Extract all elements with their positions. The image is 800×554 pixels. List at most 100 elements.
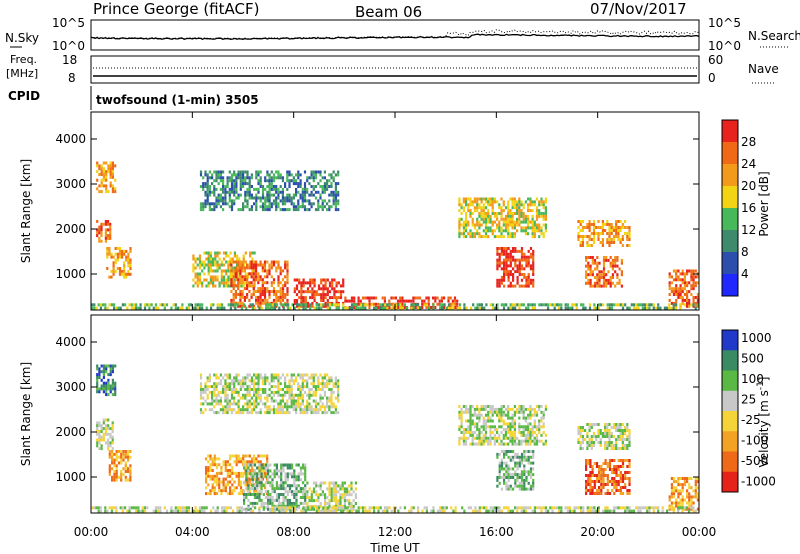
range-gate-cell xyxy=(584,306,587,310)
range-gate-cell xyxy=(348,299,351,303)
range-gate-cell xyxy=(233,382,236,386)
range-gate-cell xyxy=(239,170,242,174)
range-gate-cell xyxy=(264,376,267,380)
range-gate-cell xyxy=(143,306,147,310)
power-scatter-patch xyxy=(96,161,117,194)
range-gate-cell xyxy=(617,226,620,229)
range-gate-cell xyxy=(335,484,338,488)
range-gate-cell xyxy=(148,306,151,310)
range-gate-cell xyxy=(202,187,205,191)
range-gate-cell xyxy=(104,228,107,232)
range-gate-cell xyxy=(259,408,262,412)
range-gate-cell xyxy=(239,382,242,386)
range-gate-cell xyxy=(292,373,295,377)
range-gate-cell xyxy=(498,461,501,465)
range-gate-cell xyxy=(203,260,206,264)
range-gate-cell xyxy=(604,444,607,447)
range-gate-cell xyxy=(339,487,342,491)
range-gate-cell xyxy=(242,411,245,415)
range-gate-cell xyxy=(312,187,315,191)
range-gate-cell xyxy=(487,197,490,201)
range-gate-cell xyxy=(575,306,578,310)
range-gate-cell xyxy=(617,220,620,223)
power-colorbar-label: Power [dB] xyxy=(757,171,771,236)
range-gate-cell xyxy=(209,254,212,258)
range-gate-cell xyxy=(591,468,594,471)
range-gate-cell xyxy=(335,493,338,497)
range-gate-cell xyxy=(248,298,251,302)
range-gate-cell xyxy=(542,425,545,429)
range-gate-cell xyxy=(127,264,130,268)
range-gate-cell xyxy=(350,487,353,491)
range-gate-cell xyxy=(132,306,136,310)
range-gate-cell xyxy=(600,480,603,483)
range-gate-cell xyxy=(421,306,424,309)
range-gate-cell xyxy=(527,209,530,213)
range-gate-cell xyxy=(255,457,258,461)
range-gate-cell xyxy=(516,212,519,215)
range-gate-cell xyxy=(496,413,499,417)
range-gate-cell xyxy=(202,182,205,186)
range-gate-cell xyxy=(505,450,508,453)
range-gate-cell xyxy=(449,296,452,300)
range-gate-cell xyxy=(116,267,119,270)
range-gate-cell xyxy=(224,463,227,467)
range-gate-cell xyxy=(480,306,484,310)
range-gate-cell xyxy=(471,212,474,215)
range-gate-cell xyxy=(544,200,547,204)
range-gate-cell xyxy=(322,290,325,294)
range-gate-cell xyxy=(324,278,327,282)
range-gate-cell xyxy=(491,436,494,440)
range-gate-cell xyxy=(458,413,461,417)
range-gate-cell xyxy=(306,187,309,191)
range-gate-cell xyxy=(250,173,253,177)
range-gate-cell xyxy=(596,284,599,288)
range-gate-cell xyxy=(503,450,506,453)
range-gate-cell xyxy=(303,199,307,203)
range-gate-cell xyxy=(273,487,276,491)
range-gate-cell xyxy=(542,416,545,420)
range-gate-cell xyxy=(263,287,267,291)
range-gate-cell xyxy=(339,290,343,294)
range-gate-cell xyxy=(617,489,620,492)
range-gate-cell xyxy=(213,385,216,389)
range-gate-cell xyxy=(453,296,457,300)
range-gate-cell xyxy=(244,402,247,406)
range-gate-cell xyxy=(217,199,220,203)
range-gate-cell xyxy=(118,267,122,270)
range-gate-cell xyxy=(524,416,527,420)
range-gate-cell xyxy=(540,405,543,408)
range-gate-cell xyxy=(298,306,301,310)
range-gate-cell xyxy=(216,263,219,267)
range-gate-cell xyxy=(602,276,606,279)
range-gate-cell xyxy=(264,471,267,475)
range-gate-cell xyxy=(114,384,117,388)
range-gate-cell xyxy=(331,303,334,307)
range-gate-cell xyxy=(100,228,103,232)
range-gate-cell xyxy=(288,196,291,200)
range-gate-cell xyxy=(192,306,195,310)
range-gate-cell xyxy=(297,472,300,476)
range-gate-cell xyxy=(354,496,357,500)
range-gate-cell xyxy=(244,260,247,264)
range-gate-cell xyxy=(598,492,601,495)
range-gate-cell xyxy=(535,209,539,213)
range-gate-cell xyxy=(370,303,373,307)
range-gate-cell xyxy=(617,438,620,441)
range-gate-cell xyxy=(204,170,207,174)
range-gate-cell xyxy=(337,199,340,203)
range-gate-cell xyxy=(105,364,108,368)
range-gate-cell xyxy=(282,501,285,505)
range-gate-cell xyxy=(449,302,452,306)
range-gate-cell xyxy=(229,492,232,496)
range-gate-cell xyxy=(255,202,258,206)
range-gate-cell xyxy=(299,472,302,476)
range-gate-cell xyxy=(257,390,260,394)
range-gate-cell xyxy=(476,232,479,236)
range-gate-cell xyxy=(503,247,506,250)
range-gate-cell xyxy=(544,226,547,230)
range-gate-cell xyxy=(342,306,345,310)
range-gate-cell xyxy=(114,387,117,391)
range-gate-cell xyxy=(606,426,609,429)
range-gate-cell xyxy=(512,473,515,477)
